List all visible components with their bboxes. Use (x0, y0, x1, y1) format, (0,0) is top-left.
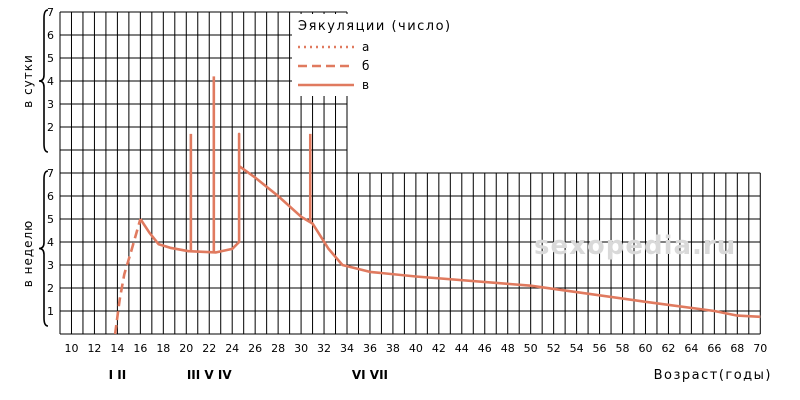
x-tick-label: 28 (271, 342, 285, 355)
y-tick-label-week: 2 (47, 282, 54, 295)
phase-label: VI VII (352, 368, 388, 382)
y-tick-label-day: 5 (47, 52, 54, 65)
upper-axis-brace (38, 9, 49, 153)
watermark: sexopedia.ru (534, 231, 736, 261)
y-tick-label-day: 3 (47, 98, 54, 111)
x-tick-label: 32 (317, 342, 331, 355)
x-tick-label: 54 (570, 342, 584, 355)
y-tick-label-week: 1 (47, 305, 54, 318)
y-label-per-week: в неделю (21, 220, 35, 288)
legend-label-б: б (362, 59, 369, 73)
chart-labels: в сутки в неделю Эякуляции (число) абв sexop… (21, 14, 772, 383)
x-tick-label: 60 (638, 342, 652, 355)
x-tick-label: 36 (363, 342, 377, 355)
x-tick-label: 16 (133, 342, 147, 355)
y-label-per-day: в сутки (21, 54, 35, 108)
phase-label: I II (109, 368, 127, 382)
y-tick-label-day: 4 (47, 75, 54, 88)
chart-axes: 10 12 14 16 18 20 22 24 26 28 30 32 34 36 38 40 42 44 46 48… (38, 6, 767, 355)
x-tick-label: 58 (616, 342, 630, 355)
x-tick-label: 44 (455, 342, 469, 355)
y-tick-label-week: 5 (47, 213, 54, 226)
x-tick-label: 12 (87, 342, 101, 355)
x-axis-title: Возраст(годы) (654, 368, 772, 383)
series-line-б (113, 218, 142, 335)
chart-title: Эякуляции (число) (298, 19, 452, 34)
x-tick-label: 46 (478, 342, 492, 355)
chart-series (113, 76, 761, 335)
y-tick-label-week: 4 (47, 236, 54, 249)
x-tick-label: 40 (409, 342, 423, 355)
x-tick-label: 22 (202, 342, 216, 355)
y-tick-label-day: 7 (47, 6, 54, 19)
x-tick-label: 34 (340, 342, 354, 355)
phase-label: III V IV (187, 368, 233, 382)
x-tick-label: 38 (386, 342, 400, 355)
y-tick-label-day: 6 (47, 29, 54, 42)
x-tick-label: 66 (707, 342, 721, 355)
x-tick-label: 52 (547, 342, 561, 355)
x-tick-label: 70 (753, 342, 767, 355)
x-tick-label: 24 (225, 342, 239, 355)
x-tick-label: 20 (179, 342, 193, 355)
x-tick-label: 50 (524, 342, 538, 355)
y-tick-label-week: 6 (47, 190, 54, 203)
legend-background (292, 14, 442, 96)
x-tick-label: 56 (593, 342, 607, 355)
x-tick-label: 42 (432, 342, 446, 355)
x-tick-label: 30 (294, 342, 308, 355)
x-tick-label: 48 (501, 342, 515, 355)
x-tick-label: 18 (156, 342, 170, 355)
lower-axis-brace (38, 170, 49, 327)
y-tick-label-week: 3 (47, 259, 54, 272)
x-tick-label: 68 (730, 342, 744, 355)
y-tick-label-day: 2 (47, 121, 54, 134)
series-line-в (139, 132, 761, 319)
x-tick-label: 26 (248, 342, 262, 355)
x-tick-label: 10 (64, 342, 78, 355)
legend-label-а: а (362, 40, 369, 54)
x-tick-label: 64 (684, 342, 698, 355)
x-tick-label: 14 (110, 342, 124, 355)
x-tick-label: 62 (661, 342, 675, 355)
y-tick-label-week: 7 (47, 167, 54, 180)
legend-label-в: в (362, 78, 369, 92)
